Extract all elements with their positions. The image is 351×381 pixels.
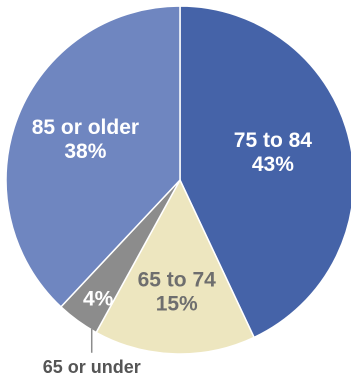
pie-slice-65-to-74 bbox=[95, 179, 255, 355]
slice-label-65-to-74: 65 to 74 bbox=[138, 268, 217, 291]
slice-value-85-or-older: 38% bbox=[64, 140, 106, 163]
slice-label-85-or-older: 85 or older bbox=[32, 116, 139, 139]
slices-layer bbox=[5, 5, 351, 355]
slice-value-75-to-84: 43% bbox=[252, 153, 294, 176]
slice-label-75-to-84: 75 to 84 bbox=[234, 129, 313, 152]
slice-value-65-to-74: 15% bbox=[156, 292, 198, 315]
pie-slice-75-to-84 bbox=[179, 5, 351, 339]
pie-slice-85-or-older bbox=[5, 5, 181, 308]
slice-label-65-or-under: 65 or under bbox=[43, 357, 141, 377]
slice-value-65-or-under: 4% bbox=[83, 287, 114, 310]
